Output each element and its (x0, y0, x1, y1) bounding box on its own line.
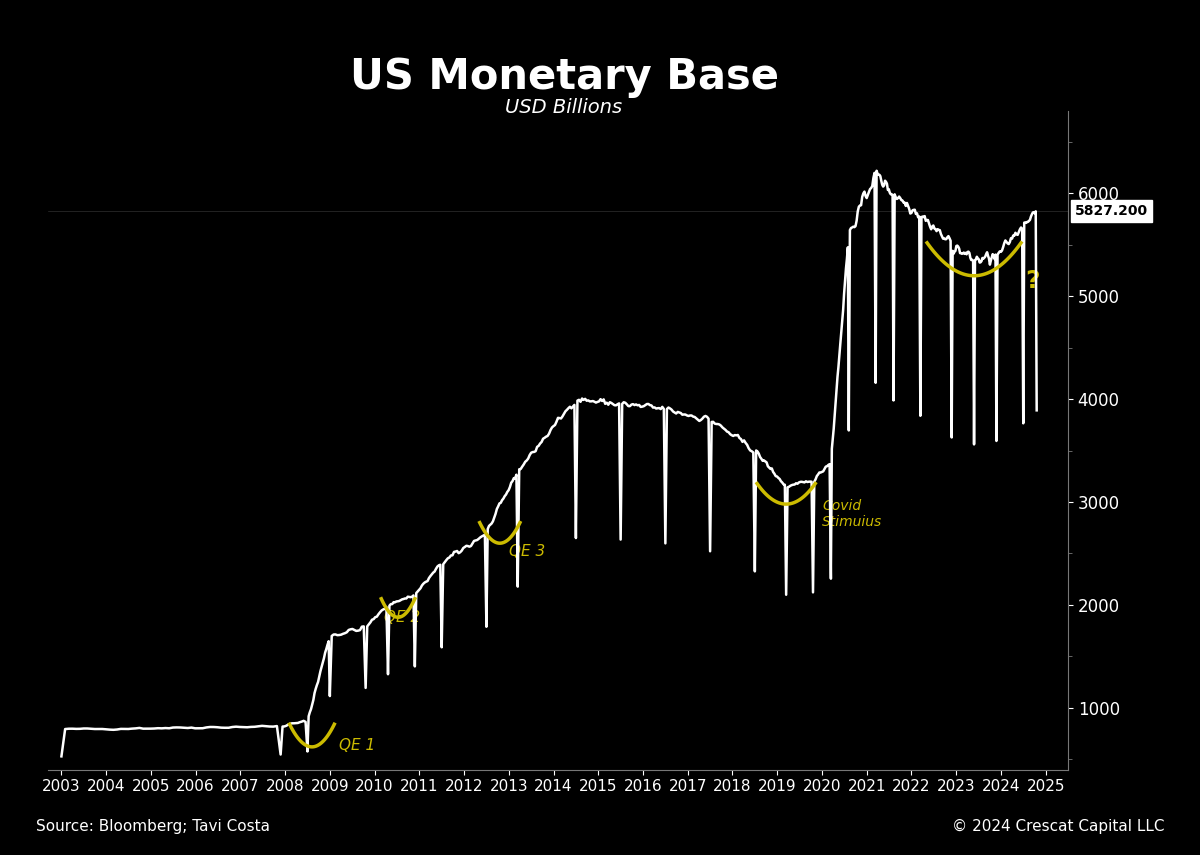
Text: QE 1: QE 1 (338, 739, 376, 753)
Text: QE 2: QE 2 (384, 610, 420, 625)
Text: QE 3: QE 3 (509, 545, 545, 559)
Text: Source: Bloomberg; Tavi Costa: Source: Bloomberg; Tavi Costa (36, 818, 270, 834)
Text: USD Billions: USD Billions (505, 98, 623, 117)
Text: ?: ? (1026, 268, 1040, 293)
Text: 5827.200: 5827.200 (1075, 204, 1148, 218)
Text: Covid
Stimuius: Covid Stimuius (822, 499, 882, 529)
Text: © 2024 Crescat Capital LLC: © 2024 Crescat Capital LLC (952, 818, 1164, 834)
Text: US Monetary Base: US Monetary Base (349, 56, 779, 97)
